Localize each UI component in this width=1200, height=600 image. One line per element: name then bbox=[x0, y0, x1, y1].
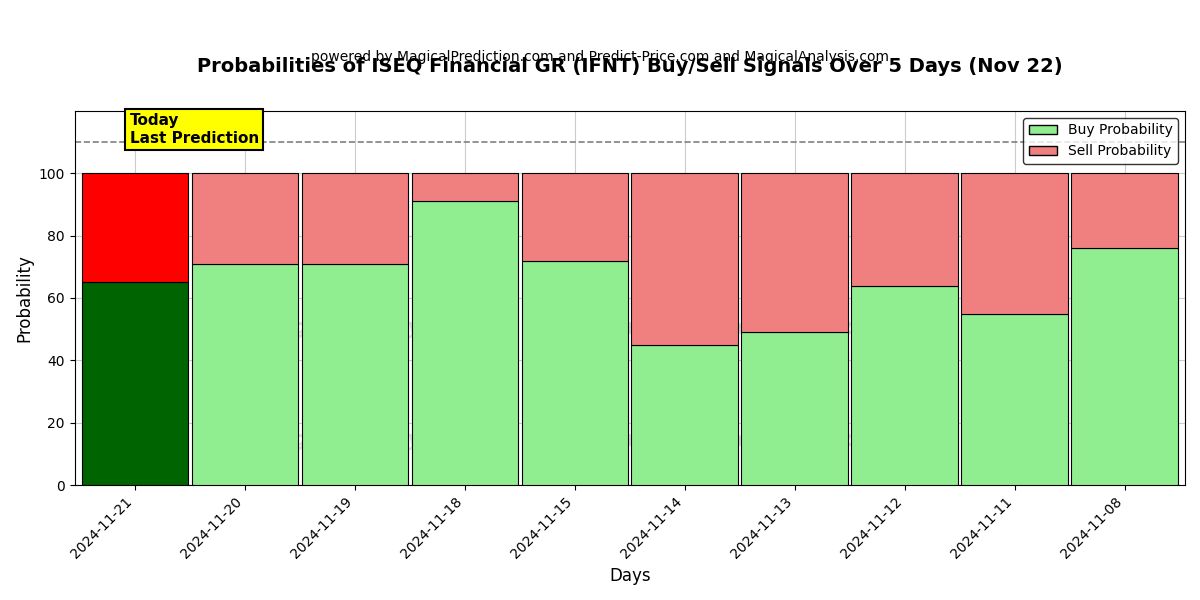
Bar bbox=[192, 173, 299, 263]
Bar bbox=[522, 260, 628, 485]
Bar bbox=[961, 173, 1068, 314]
Text: MagicalPrediction.com: MagicalPrediction.com bbox=[599, 430, 883, 450]
Text: Today
Last Prediction: Today Last Prediction bbox=[130, 113, 259, 146]
Text: MagicalAnalysis.com: MagicalAnalysis.com bbox=[256, 430, 516, 450]
Text: MagicalPrediction.com: MagicalPrediction.com bbox=[599, 318, 883, 338]
Bar bbox=[1072, 248, 1178, 485]
Bar bbox=[301, 173, 408, 263]
Bar bbox=[301, 263, 408, 485]
X-axis label: Days: Days bbox=[610, 567, 650, 585]
Y-axis label: Probability: Probability bbox=[16, 254, 34, 342]
Bar bbox=[742, 332, 848, 485]
Bar bbox=[412, 173, 518, 202]
Text: MagicalAnalysis.com: MagicalAnalysis.com bbox=[256, 318, 516, 338]
Bar bbox=[961, 314, 1068, 485]
Bar bbox=[82, 173, 188, 283]
Bar bbox=[82, 283, 188, 485]
Bar bbox=[412, 202, 518, 485]
Bar bbox=[631, 173, 738, 345]
Text: powered by MagicalPrediction.com and Predict-Price.com and MagicalAnalysis.com: powered by MagicalPrediction.com and Pre… bbox=[311, 50, 889, 64]
Bar bbox=[742, 173, 848, 332]
Legend: Buy Probability, Sell Probability: Buy Probability, Sell Probability bbox=[1024, 118, 1178, 164]
Bar bbox=[192, 263, 299, 485]
Bar bbox=[1072, 173, 1178, 248]
Bar bbox=[851, 173, 958, 286]
Bar bbox=[631, 345, 738, 485]
Bar bbox=[851, 286, 958, 485]
Title: Probabilities of ISEQ Financial GR (IFNT) Buy/Sell Signals Over 5 Days (Nov 22): Probabilities of ISEQ Financial GR (IFNT… bbox=[197, 57, 1063, 76]
Bar bbox=[522, 173, 628, 260]
